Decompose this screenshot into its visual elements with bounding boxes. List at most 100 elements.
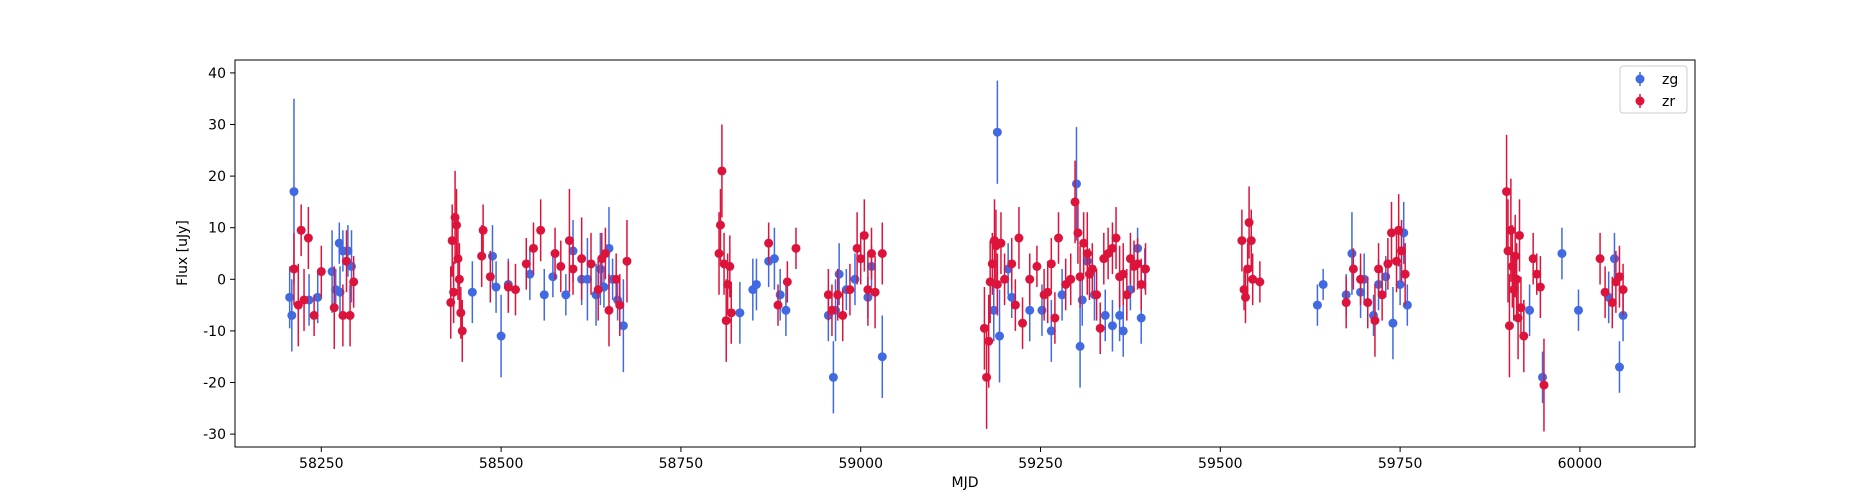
data-point bbox=[285, 292, 295, 302]
data-point bbox=[1609, 254, 1619, 264]
data-point bbox=[491, 282, 501, 292]
legend-marker-zr bbox=[1635, 96, 1645, 106]
data-point bbox=[453, 254, 463, 264]
data-point bbox=[984, 336, 994, 346]
data-point bbox=[1122, 290, 1132, 300]
data-point bbox=[781, 305, 791, 315]
data-point bbox=[1115, 310, 1125, 320]
data-point bbox=[556, 261, 566, 271]
data-point bbox=[1248, 274, 1258, 284]
data-point bbox=[496, 331, 506, 341]
data-point bbox=[1050, 313, 1060, 323]
data-point bbox=[1079, 238, 1089, 248]
data-point bbox=[1528, 254, 1538, 264]
data-point bbox=[521, 259, 531, 269]
x-axis: 58250 58500 58750 59000 59250 59500 59750 60000 bbox=[299, 447, 1602, 472]
data-point bbox=[289, 187, 299, 197]
data-point bbox=[1032, 261, 1042, 271]
data-point bbox=[1237, 236, 1247, 246]
data-point bbox=[548, 272, 558, 282]
data-point bbox=[1348, 264, 1358, 274]
data-point bbox=[1007, 292, 1017, 302]
x-tick-label: 60000 bbox=[1558, 456, 1603, 472]
data-point bbox=[1107, 243, 1117, 253]
data-point bbox=[1532, 269, 1542, 279]
data-point bbox=[296, 225, 306, 235]
legend: zg zr bbox=[1619, 65, 1688, 114]
data-point bbox=[1141, 264, 1151, 274]
data-point bbox=[1614, 362, 1624, 372]
data-point bbox=[1341, 298, 1351, 308]
data-point bbox=[859, 230, 869, 240]
data-point bbox=[1539, 380, 1549, 390]
data-point bbox=[303, 233, 313, 243]
data-point bbox=[1025, 274, 1035, 284]
data-point bbox=[1400, 269, 1410, 279]
data-point bbox=[751, 279, 761, 289]
data-point bbox=[1515, 230, 1525, 240]
x-tick-label: 59500 bbox=[1198, 456, 1243, 472]
data-point bbox=[775, 290, 785, 300]
data-point bbox=[1118, 269, 1128, 279]
data-point bbox=[1506, 225, 1516, 235]
data-point bbox=[721, 316, 731, 326]
data-point bbox=[1136, 279, 1146, 289]
data-point bbox=[1519, 331, 1529, 341]
legend-label-zr: zr bbox=[1662, 94, 1675, 110]
data-point bbox=[1502, 187, 1512, 197]
y-axis: -30 -20 -10 0 10 20 30 40 bbox=[203, 66, 235, 443]
data-point bbox=[1356, 274, 1366, 284]
data-point bbox=[989, 305, 999, 315]
data-point bbox=[582, 274, 592, 284]
data-point bbox=[550, 249, 560, 258]
data-point bbox=[345, 310, 355, 320]
data-point bbox=[1392, 256, 1402, 266]
y-tick-label: -20 bbox=[203, 376, 226, 392]
data-point bbox=[1014, 233, 1024, 243]
data-point bbox=[863, 285, 873, 295]
y-tick-label: 20 bbox=[208, 169, 226, 185]
data-point bbox=[316, 267, 326, 277]
x-tick-label: 59750 bbox=[1378, 456, 1423, 472]
data-point bbox=[870, 287, 880, 297]
data-point bbox=[577, 254, 587, 264]
data-point bbox=[1377, 290, 1387, 300]
data-point bbox=[485, 272, 495, 282]
data-point bbox=[1512, 274, 1522, 284]
data-point bbox=[478, 225, 488, 235]
data-point bbox=[827, 305, 837, 315]
data-point bbox=[1244, 218, 1254, 228]
x-tick-label: 58750 bbox=[659, 456, 704, 472]
data-point bbox=[456, 308, 466, 318]
plot-frame bbox=[234, 59, 1696, 448]
data-point bbox=[714, 249, 724, 258]
legend-marker-zg bbox=[1635, 74, 1645, 84]
data-point bbox=[764, 238, 774, 248]
data-point bbox=[1557, 249, 1567, 258]
data-point bbox=[1010, 300, 1020, 310]
data-point bbox=[877, 352, 887, 362]
data-point bbox=[1374, 264, 1384, 274]
data-point bbox=[1000, 274, 1010, 284]
data-point bbox=[1057, 290, 1067, 300]
data-point bbox=[773, 300, 783, 310]
x-tick-label: 59000 bbox=[838, 456, 883, 472]
y-axis-title: Flux [uJy] bbox=[175, 220, 191, 286]
y-tick-label: 10 bbox=[208, 221, 226, 237]
data-point bbox=[856, 254, 866, 264]
data-point bbox=[996, 238, 1006, 248]
data-point bbox=[1243, 264, 1253, 274]
data-point bbox=[1073, 228, 1083, 238]
data-point bbox=[1239, 285, 1249, 295]
data-point bbox=[1363, 298, 1373, 308]
data-point bbox=[467, 287, 477, 297]
data-point bbox=[1525, 305, 1535, 315]
data-point bbox=[735, 308, 745, 318]
data-point bbox=[845, 285, 855, 295]
data-point bbox=[982, 372, 992, 382]
data-point bbox=[1075, 272, 1085, 282]
x-axis-title: MJD bbox=[952, 475, 979, 491]
data-point bbox=[1046, 326, 1056, 336]
data-point bbox=[1125, 254, 1135, 264]
